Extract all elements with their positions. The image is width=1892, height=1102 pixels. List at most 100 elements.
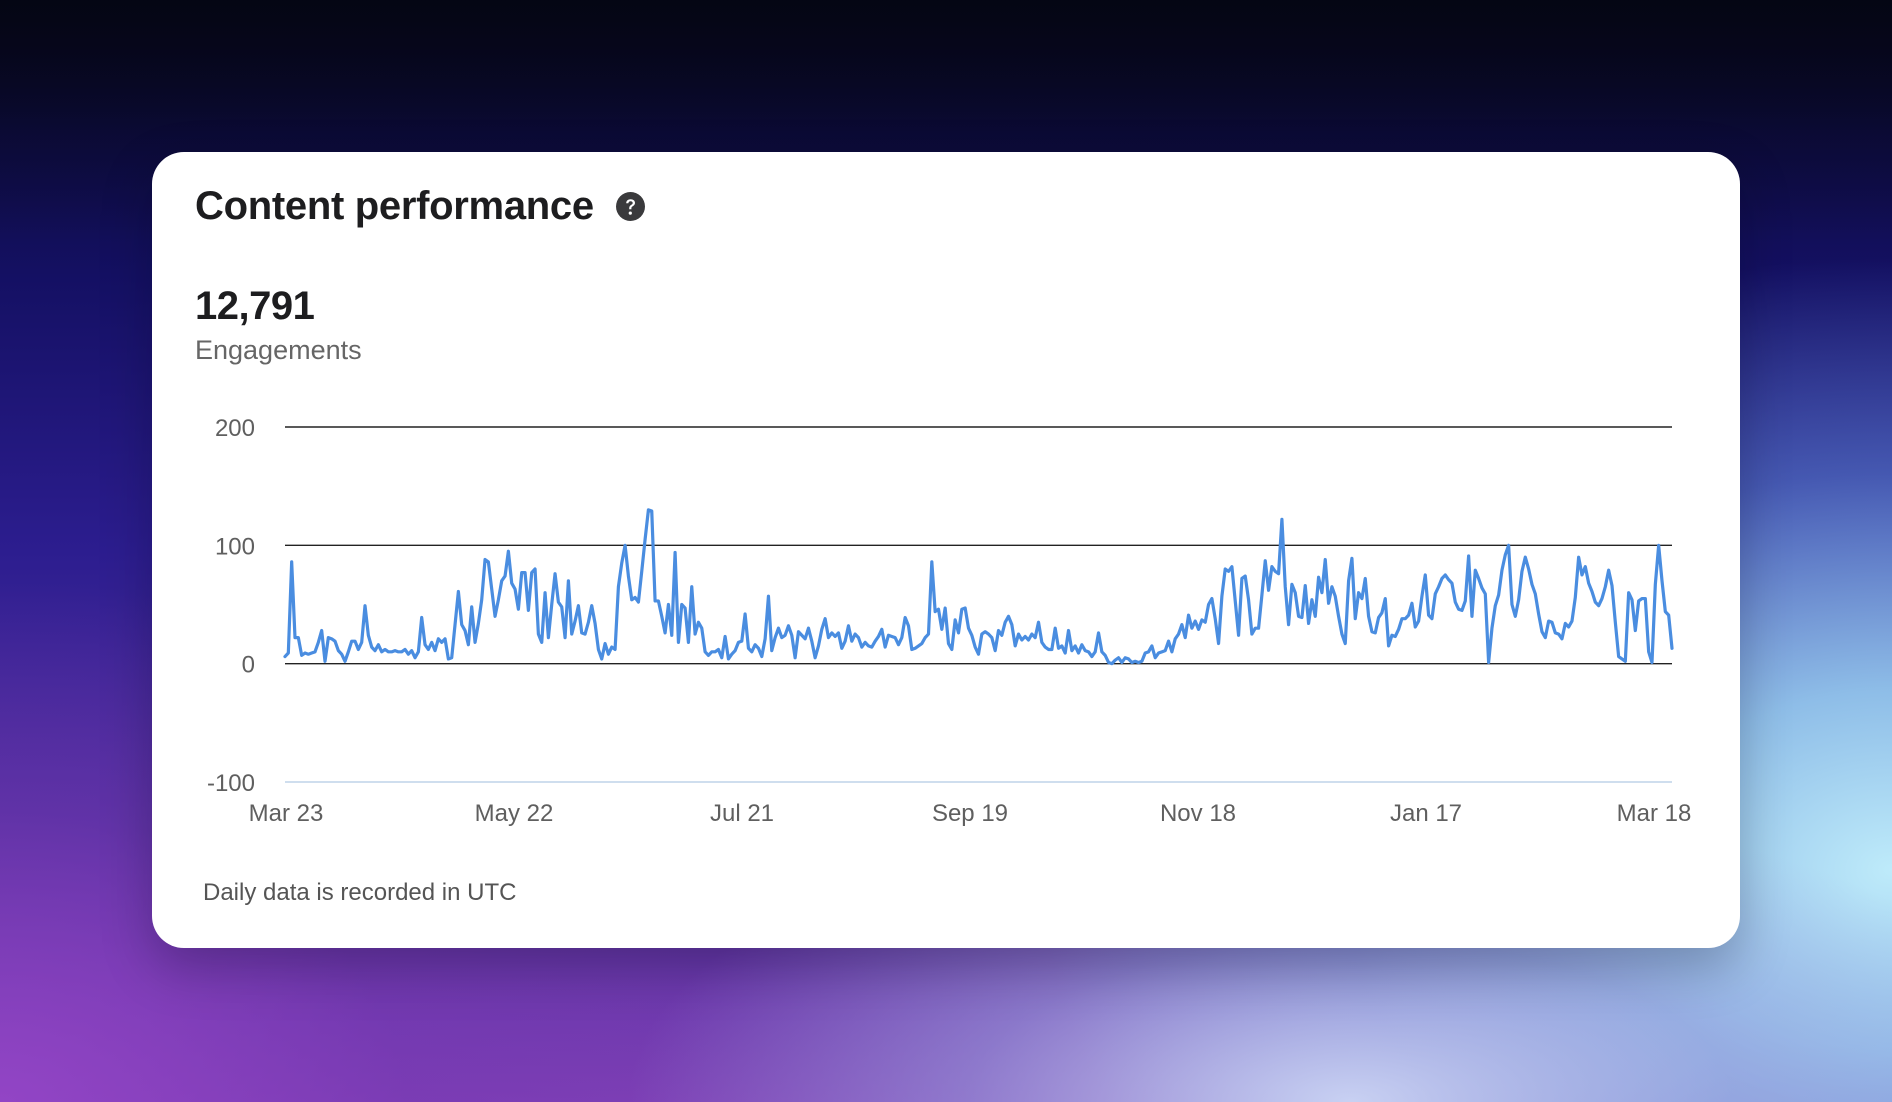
data-point [321, 629, 323, 632]
data-point [927, 633, 930, 635]
data-point [1031, 633, 1033, 635]
data-point [1061, 645, 1063, 647]
data-point [1371, 631, 1373, 633]
data-point [974, 646, 976, 648]
x-tick-label: Sep 19 [932, 800, 1008, 827]
data-point [367, 634, 369, 636]
data-point [754, 644, 756, 646]
data-point [727, 658, 730, 660]
data-point [1498, 594, 1500, 596]
data-point [764, 638, 766, 640]
data-point [1461, 609, 1463, 612]
data-point [1074, 645, 1076, 647]
data-point [1448, 579, 1450, 581]
data-point [557, 601, 559, 603]
data-point [1398, 628, 1400, 630]
data-point [1628, 592, 1630, 594]
data-point [1491, 627, 1493, 629]
data-point [1554, 632, 1556, 634]
data-point [984, 631, 986, 633]
data-point [497, 599, 499, 601]
data-point [864, 641, 866, 643]
data-point [1611, 584, 1613, 587]
data-point [1034, 637, 1036, 639]
card-header: Content performance [195, 184, 645, 229]
data-point [1104, 654, 1106, 656]
data-point [791, 634, 793, 636]
data-point [1664, 611, 1666, 613]
data-point [961, 608, 963, 610]
data-point [371, 646, 373, 648]
data-point [767, 595, 770, 597]
data-point [477, 622, 479, 625]
data-point [504, 575, 506, 577]
data-point [627, 575, 630, 577]
data-point [561, 606, 563, 608]
data-point [647, 509, 650, 511]
data-point [1264, 560, 1266, 562]
data-point [617, 586, 620, 588]
data-point [1077, 652, 1080, 654]
data-point [1431, 618, 1433, 620]
data-point [1614, 621, 1616, 623]
data-point [1541, 631, 1543, 633]
data-point [1207, 603, 1210, 606]
data-point [1504, 554, 1506, 556]
data-point [404, 648, 406, 651]
data-point [824, 618, 826, 620]
data-point [1017, 633, 1020, 635]
data-point [694, 633, 696, 635]
data-point [1277, 573, 1280, 575]
data-point [1351, 557, 1353, 559]
data-point [611, 646, 613, 648]
data-point [1337, 615, 1340, 617]
data-point [1638, 600, 1640, 602]
data-point [514, 588, 516, 590]
data-point [717, 648, 720, 651]
data-point [894, 637, 896, 639]
data-point [761, 655, 763, 658]
data-point [604, 642, 606, 645]
data-point [434, 650, 436, 652]
data-point [1174, 638, 1176, 640]
data-point [401, 651, 403, 653]
data-point [554, 573, 556, 575]
data-point [1441, 577, 1443, 580]
data-point [1164, 650, 1166, 652]
data-point [884, 646, 886, 648]
data-point [1147, 651, 1150, 653]
data-point [1081, 644, 1083, 646]
data-point [931, 561, 933, 563]
metric-label: Engagements [195, 335, 362, 365]
data-point [1301, 616, 1303, 619]
data-point [847, 625, 850, 627]
data-point [677, 641, 680, 643]
question-circle-icon[interactable] [615, 192, 645, 221]
data-point [571, 633, 573, 635]
data-point [1007, 615, 1010, 617]
data-point [1107, 661, 1110, 664]
data-point [904, 616, 906, 619]
data-point [841, 647, 843, 649]
data-point [1394, 635, 1396, 638]
data-point [837, 632, 840, 634]
data-point [547, 637, 549, 639]
data-point [1117, 657, 1120, 659]
data-point [1064, 652, 1066, 654]
data-point [1184, 637, 1186, 639]
data-point [704, 651, 706, 653]
data-point [1388, 645, 1390, 647]
data-point [947, 642, 950, 645]
data-point [1121, 661, 1123, 664]
data-point [934, 611, 936, 613]
data-point [1374, 632, 1376, 634]
data-point [1214, 618, 1216, 620]
data-point [907, 625, 910, 627]
data-point [1307, 622, 1310, 625]
data-point [1454, 601, 1456, 603]
data-point [937, 608, 940, 610]
data-point [817, 645, 820, 647]
data-point [1347, 580, 1350, 582]
data-point [1644, 597, 1646, 600]
data-point [977, 653, 980, 655]
